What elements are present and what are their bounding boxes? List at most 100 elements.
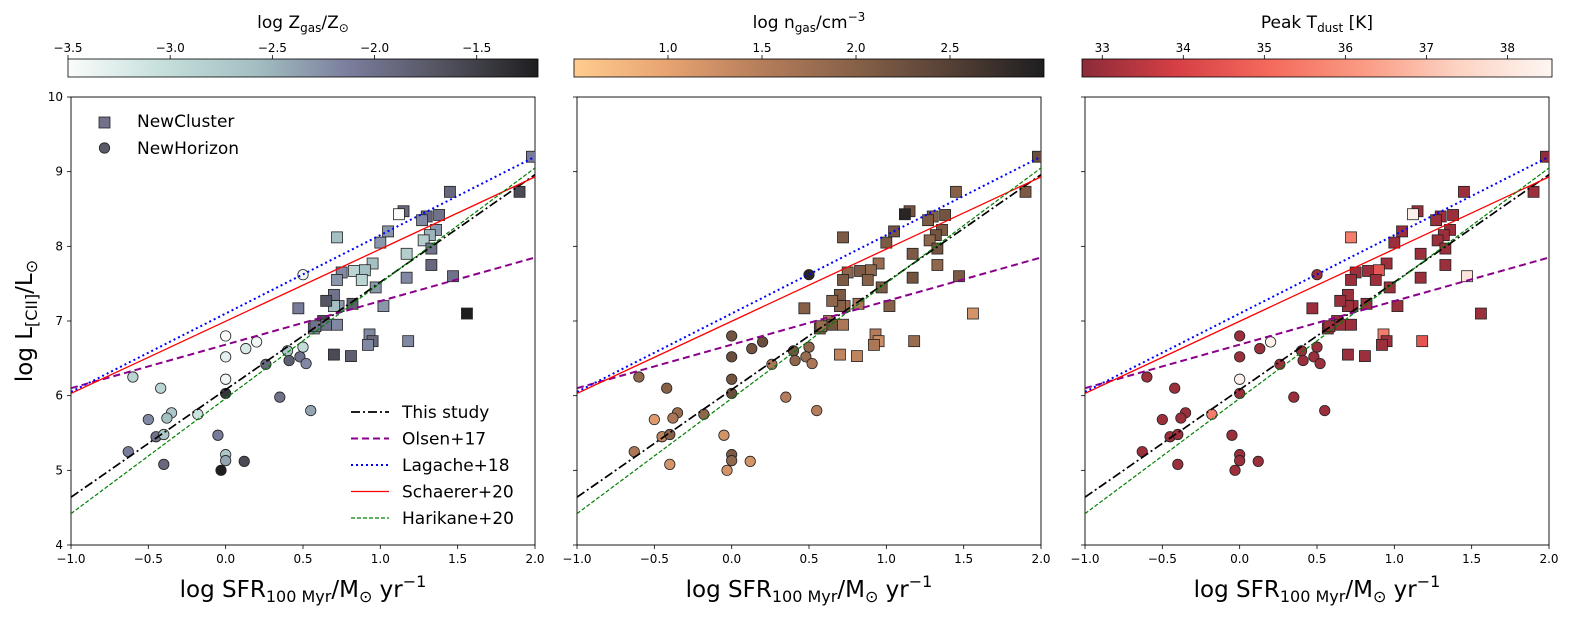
newhorizon-point — [1206, 408, 1218, 420]
newcluster-point — [837, 274, 849, 286]
newhorizon-point — [721, 464, 733, 476]
x-tick-label: 1.0 — [877, 552, 896, 566]
newcluster-point — [1461, 270, 1473, 283]
newhorizon-point — [212, 429, 224, 441]
newhorizon-point — [667, 412, 679, 424]
x-tick-label: 2.0 — [525, 552, 544, 566]
newhorizon-point — [1234, 330, 1246, 342]
newcluster-point — [1416, 335, 1429, 348]
colorbar-tick-label: −3.0 — [156, 41, 185, 55]
plot-frame — [576, 96, 1042, 546]
newcluster-point — [320, 294, 333, 307]
newcluster-point — [875, 281, 888, 294]
colorbar-tick-label: 36 — [1338, 41, 1353, 55]
relation-line-harikane-20 — [71, 167, 535, 515]
x-tick-label: 0.5 — [293, 552, 312, 566]
colorbar-title: Peak Tdust [K] — [1261, 13, 1373, 35]
panel-middle: 1.0 1.5 2.0 2.5 log ngas/cm−3 −1.0 −0.5 0.0 0.5 1… — [562, 10, 1050, 606]
newhorizon-point — [726, 351, 738, 363]
newcluster-point — [1376, 338, 1388, 351]
y-tick-label: 6 — [55, 389, 63, 403]
newhorizon-point — [698, 408, 710, 420]
relation-line-olsen-17 — [1085, 256, 1549, 390]
x-tick-label: 2.0 — [1539, 552, 1558, 566]
newcluster-point — [1323, 320, 1336, 333]
newcluster-point — [1406, 208, 1419, 221]
newcluster-point — [826, 294, 839, 307]
newhorizon-point — [1254, 343, 1266, 355]
newcluster-point — [967, 307, 979, 320]
newcluster-point — [366, 257, 379, 270]
legend-line-label: Harikane+20 — [402, 509, 514, 529]
plot-frame — [1084, 96, 1550, 546]
newcluster-point — [1342, 348, 1354, 361]
newcluster-point — [923, 234, 936, 247]
newcluster-point — [1383, 281, 1396, 294]
colorbar-title: log Zgas/Z⊙ — [257, 13, 349, 35]
newcluster-point — [953, 270, 965, 283]
newcluster-point — [1334, 318, 1347, 331]
newcluster-point — [837, 231, 849, 244]
newhorizon-point — [220, 330, 232, 342]
newcluster-point — [369, 281, 382, 294]
relation-line-lagache-18 — [577, 155, 1041, 393]
newhorizon-point — [726, 373, 738, 385]
newcluster-point — [898, 208, 911, 221]
newhorizon-point — [661, 382, 673, 394]
newhorizon-point — [1234, 351, 1246, 363]
newhorizon-point — [297, 269, 309, 281]
newcluster-point — [906, 247, 919, 260]
newhorizon-point — [806, 357, 818, 370]
x-tick-label: 1.5 — [954, 552, 973, 566]
colorbar — [573, 58, 1045, 78]
newcluster-point — [906, 271, 919, 284]
newcluster-point — [872, 257, 885, 270]
newhorizon-point — [1156, 413, 1168, 426]
newcluster-point — [1334, 294, 1347, 307]
newhorizon-point — [1319, 404, 1331, 417]
colorbar-tick-label: 1.5 — [752, 41, 771, 55]
y-axis-label: log L[CII]/L⊙ — [12, 260, 41, 382]
x-tick-label: 0.0 — [216, 552, 235, 566]
newcluster-point — [1345, 318, 1357, 331]
newcluster-point — [400, 247, 413, 260]
newcluster-point — [392, 208, 405, 221]
newhorizon-point — [192, 408, 204, 420]
plot-area — [577, 150, 1041, 515]
newcluster-point — [931, 242, 944, 255]
colorbar-tick-label: −3.5 — [53, 41, 82, 55]
legend-lines: This study Olsen+17 Lagache+18 Schaerer+20 H… — [351, 403, 514, 529]
newhorizon-point — [1314, 357, 1326, 370]
newcluster-point — [880, 236, 893, 249]
newcluster-point — [1447, 209, 1460, 221]
newcluster-point — [374, 236, 387, 249]
colorbar-tick-label: 2.5 — [940, 41, 959, 55]
plot-frame — [70, 96, 536, 546]
newcluster-point — [526, 150, 535, 163]
newcluster-point — [1439, 259, 1452, 271]
legend-newhorizon-marker — [98, 142, 111, 154]
newhorizon-point — [1265, 336, 1277, 348]
newhorizon-point — [251, 336, 263, 348]
newcluster-point — [433, 209, 446, 221]
newcluster-point — [950, 185, 962, 198]
newcluster-point — [331, 274, 343, 286]
x-axis-label: log SFR100 Myr/M⊙ yr−1 — [686, 572, 933, 605]
newcluster-point — [331, 231, 343, 244]
newhorizon-point — [274, 391, 286, 403]
y-tick-label: 9 — [55, 165, 63, 179]
newhorizon-point — [789, 354, 801, 367]
newhorizon-point — [240, 343, 252, 355]
newcluster-point — [513, 185, 526, 198]
plot-area — [71, 150, 535, 515]
legend-line-label: Schaerer+20 — [402, 483, 514, 503]
newcluster-point — [417, 234, 430, 247]
newcluster-point — [425, 242, 438, 255]
x-tick-label: −1.0 — [562, 552, 591, 566]
colorbar-tick-label: 34 — [1176, 41, 1191, 55]
newcluster-point — [939, 209, 952, 221]
relation-line-olsen-17 — [577, 256, 1041, 390]
newcluster-point — [309, 320, 322, 333]
x-tick-label: −0.5 — [1148, 552, 1177, 566]
